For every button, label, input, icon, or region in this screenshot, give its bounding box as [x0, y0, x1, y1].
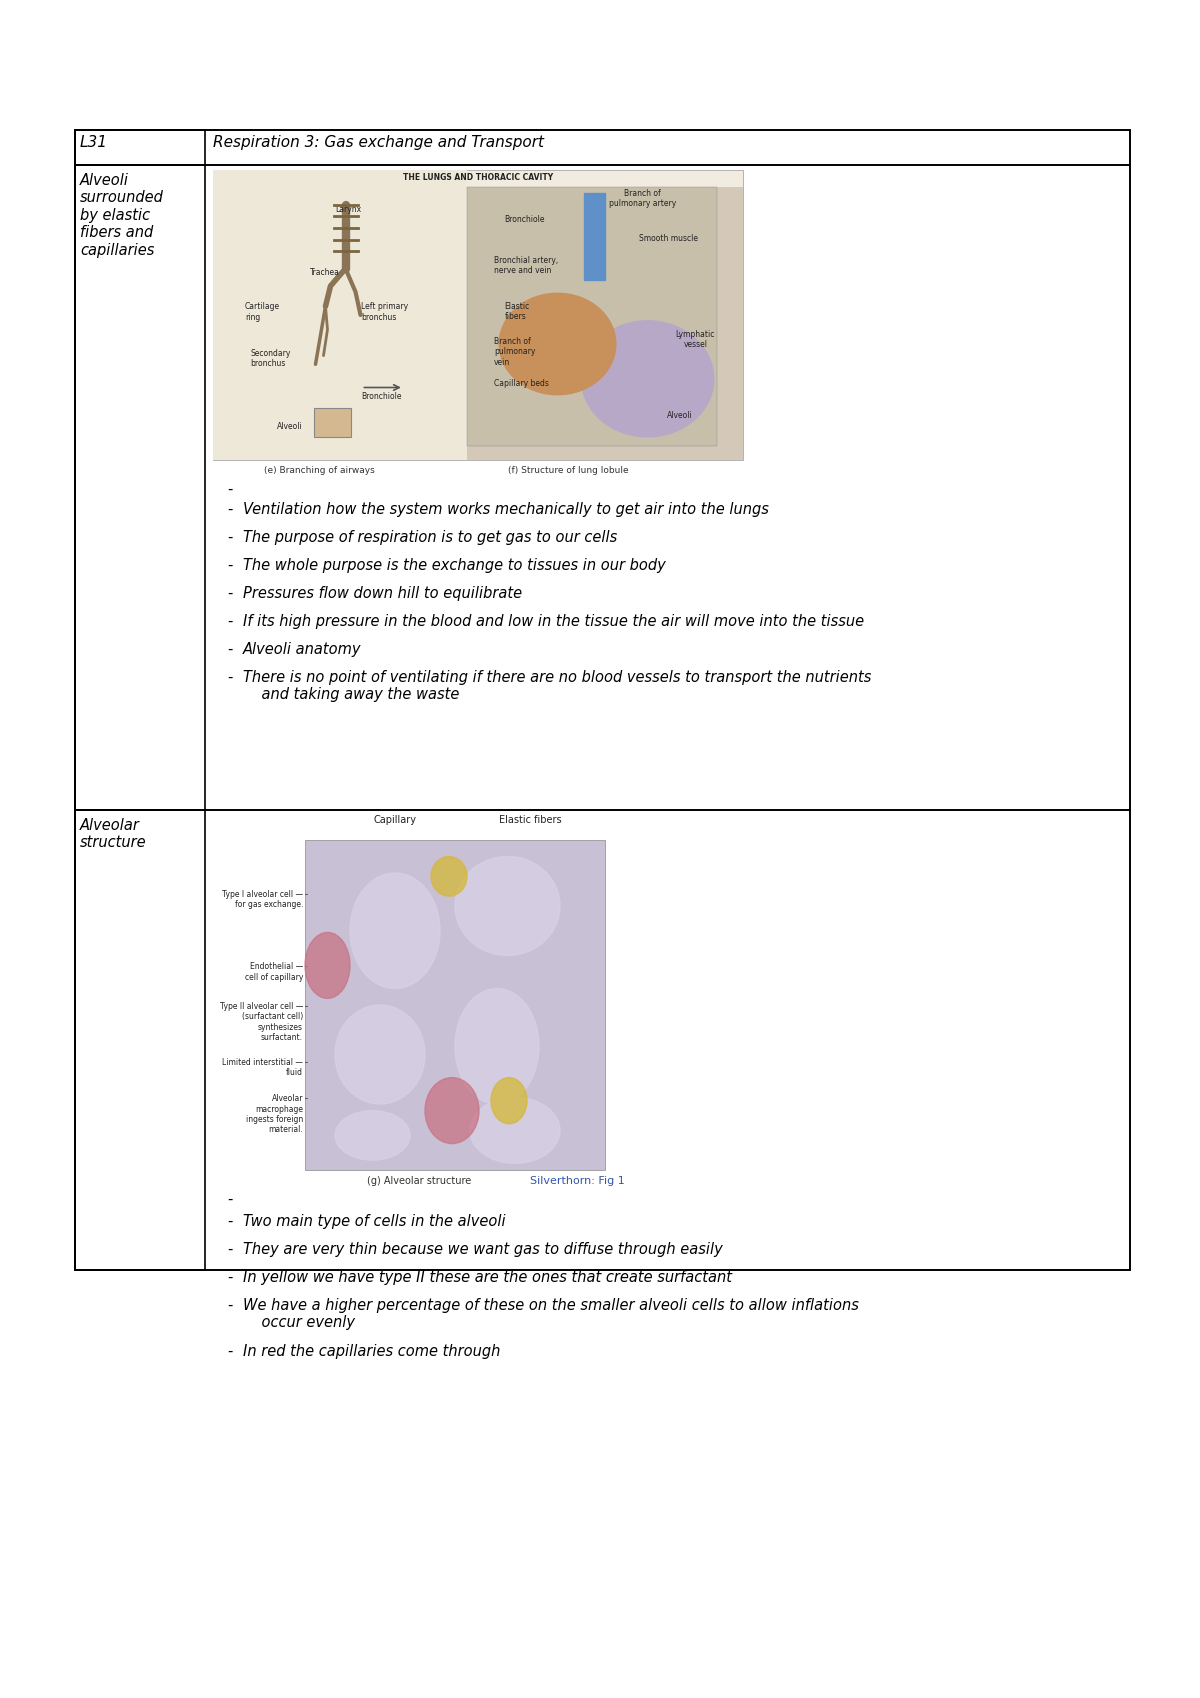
Bar [74, 165, 205, 810]
Text: Branch of
pulmonary
vein: Branch of pulmonary vein [494, 336, 535, 367]
Text: Two main type of cells in the alveoli: Two main type of cells in the alveoli [242, 1214, 505, 1229]
Text: Smooth muscle: Smooth muscle [640, 234, 698, 243]
Text: Alveolar
macrophage
ingests foreign
material.: Alveolar macrophage ingests foreign mate… [246, 1094, 302, 1134]
Ellipse shape [499, 294, 616, 394]
Text: -: - [227, 1270, 233, 1285]
Ellipse shape [455, 988, 539, 1104]
Text: Endothelial —
cell of capillary: Endothelial — cell of capillary [245, 963, 302, 981]
Text: Alveolar
structure: Alveolar structure [80, 818, 146, 851]
Text: Bronchiole: Bronchiole [361, 392, 402, 401]
Text: -: - [227, 1345, 233, 1358]
Bar [214, 170, 468, 460]
Text: -: - [227, 586, 233, 601]
Text: Ventilation how the system works mechanically to get air into the lungs: Ventilation how the system works mechani… [242, 503, 769, 516]
Text: Type I alveolar cell —
for gas exchange.: Type I alveolar cell — for gas exchange. [222, 890, 302, 908]
Text: Capillary: Capillary [373, 815, 416, 825]
Text: -: - [227, 1192, 233, 1207]
Text: In red the capillaries come through: In red the capillaries come through [242, 1345, 500, 1358]
Text: -: - [227, 1241, 233, 1257]
Text: Branch of
pulmonary artery: Branch of pulmonary artery [608, 188, 676, 209]
Text: We have a higher percentage of these on the smaller alveoli cells to allow infla: We have a higher percentage of these on … [242, 1297, 859, 1331]
FancyArrow shape [584, 194, 605, 280]
Text: Bronchiole: Bronchiole [504, 216, 545, 224]
Ellipse shape [491, 1078, 527, 1124]
Text: They are very thin because we want gas to diffuse through easily: They are very thin because we want gas t… [242, 1241, 722, 1257]
Text: L31: L31 [80, 136, 108, 149]
Text: Alveoli
surrounded
by elastic
fibers and
capillaries: Alveoli surrounded by elastic fibers and… [80, 173, 164, 258]
Text: -: - [227, 671, 233, 684]
Bar [74, 131, 1130, 165]
Text: If its high pressure in the blood and low in the tissue the air will move into t: If its high pressure in the blood and lo… [242, 615, 864, 628]
Text: Type II alveolar cell —
(surfactant cell)
synthesizes
surfactant.: Type II alveolar cell — (surfactant cell… [220, 1002, 302, 1043]
Text: Limited interstitial —
fluid: Limited interstitial — fluid [222, 1058, 302, 1077]
Text: The purpose of respiration is to get gas to our cells: The purpose of respiration is to get gas… [242, 530, 617, 545]
Text: Alveoli: Alveoli [666, 411, 692, 419]
Text: Capillary beds: Capillary beds [494, 379, 548, 387]
Text: Lymphatic
vessel: Lymphatic vessel [676, 329, 715, 348]
Text: -: - [227, 642, 233, 657]
Ellipse shape [305, 932, 350, 998]
Text: Alveoli: Alveoli [277, 423, 302, 431]
Text: -: - [227, 1297, 233, 1313]
Ellipse shape [335, 1005, 425, 1104]
Bar [74, 131, 1130, 1270]
Text: Elastic fibers: Elastic fibers [499, 815, 562, 825]
Ellipse shape [425, 1078, 479, 1143]
Text: Silverthorn: Fig 1: Silverthorn: Fig 1 [530, 1177, 625, 1185]
Text: There is no point of ventilating if there are no blood vessels to transport the : There is no point of ventilating if ther… [242, 671, 871, 703]
Text: The whole purpose is the exchange to tissues in our body: The whole purpose is the exchange to tis… [242, 559, 666, 572]
Text: Pressures flow down hill to equilibrate: Pressures flow down hill to equilibrate [242, 586, 522, 601]
Text: Left primary
bronchus: Left primary bronchus [361, 302, 408, 323]
Bar [214, 170, 743, 460]
Text: (e) Branching of airways: (e) Branching of airways [264, 465, 374, 475]
Ellipse shape [455, 856, 560, 956]
Text: -: - [227, 503, 233, 516]
Bar [468, 187, 716, 445]
Ellipse shape [335, 1110, 410, 1160]
Ellipse shape [431, 856, 467, 897]
Text: -: - [227, 559, 233, 572]
Text: -: - [227, 1214, 233, 1229]
Text: (f) Structure of lung lobule: (f) Structure of lung lobule [508, 465, 629, 475]
Text: Respiration 3: Gas exchange and Transport: Respiration 3: Gas exchange and Transpor… [214, 136, 544, 149]
Text: -: - [227, 615, 233, 628]
Ellipse shape [470, 1097, 560, 1163]
Bar [74, 165, 1130, 810]
Text: Cartilage
ring: Cartilage ring [245, 302, 280, 323]
Text: Secondary
bronchus: Secondary bronchus [250, 348, 290, 368]
Text: -: - [227, 482, 233, 498]
Ellipse shape [350, 873, 440, 988]
Text: (g) Alveolar structure: (g) Alveolar structure [367, 1177, 472, 1185]
Text: Larynx: Larynx [335, 205, 361, 214]
Text: -: - [227, 530, 233, 545]
Bar [74, 810, 205, 1270]
Ellipse shape [581, 321, 714, 436]
Bar [74, 131, 205, 165]
Bar [468, 187, 743, 460]
Bar [74, 810, 1130, 1270]
Text: Elastic
fibers: Elastic fibers [504, 302, 529, 321]
Text: Trachea: Trachea [311, 268, 341, 277]
Text: Alveoli anatomy: Alveoli anatomy [242, 642, 361, 657]
Text: In yellow we have type II these are the ones that create surfactant: In yellow we have type II these are the … [242, 1270, 732, 1285]
Bar [305, 841, 605, 1170]
Bar [313, 408, 350, 436]
Text: THE LUNGS AND THORACIC CAVITY: THE LUNGS AND THORACIC CAVITY [403, 173, 553, 182]
Text: Bronchial artery,
nerve and vein: Bronchial artery, nerve and vein [494, 256, 558, 275]
